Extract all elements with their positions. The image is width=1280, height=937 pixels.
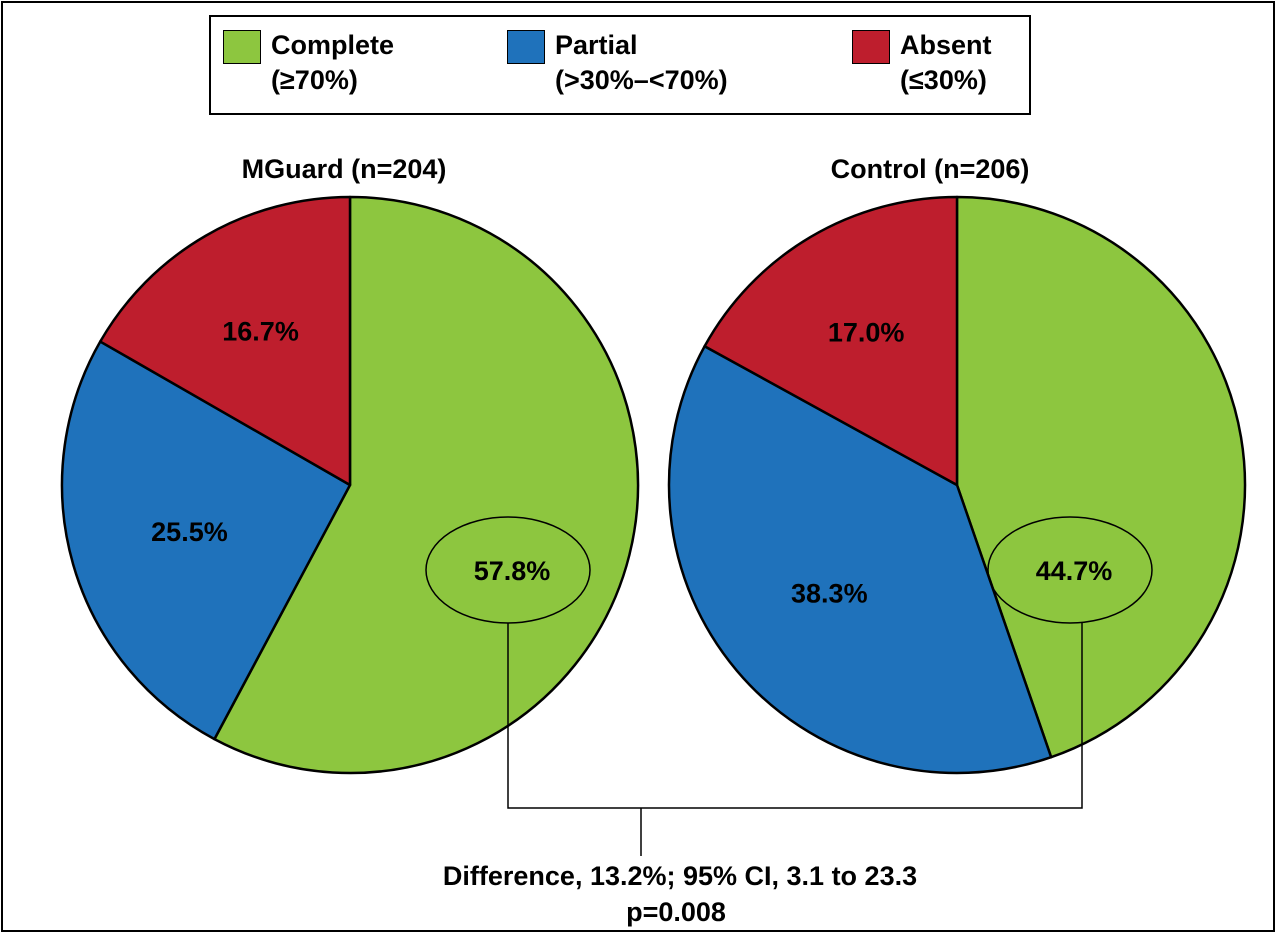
legend-complete-sublabel: (≥70%) <box>271 65 358 95</box>
legend-swatch-partial <box>507 30 545 64</box>
slice-label-mguard-complete: 57.8% <box>474 556 551 586</box>
pie-control: 44.7% 38.3% 17.0% <box>667 195 1247 775</box>
legend-swatch-absent <box>852 30 890 64</box>
slice-label-control-absent: 17.0% <box>828 317 905 347</box>
callout-bracket <box>507 623 1083 856</box>
pie-slice-mguard-complete <box>213 195 640 775</box>
pie-mguard: 57.8% 25.5% 16.7% <box>60 195 640 775</box>
slice-label-mguard-absent: 16.7% <box>222 316 299 346</box>
legend-label-absent: Absent (≤30%) <box>900 28 992 98</box>
slice-label-control-partial: 38.3% <box>791 579 868 609</box>
legend-label-partial: Partial (>30%–<70%) <box>555 28 728 98</box>
legend-swatch-complete <box>223 30 261 64</box>
legend-absent-sublabel: (≤30%) <box>900 65 987 95</box>
slice-label-mguard-partial: 25.5% <box>151 517 228 547</box>
legend-partial-sublabel: (>30%–<70%) <box>555 65 728 95</box>
slice-label-control-complete: 44.7% <box>1036 556 1113 586</box>
pie-slice-control-absent <box>703 195 959 487</box>
legend-label-complete: Complete (≥70%) <box>271 28 394 98</box>
legend: Complete (≥70%) Partial (>30%–<70%) Abse… <box>209 15 1031 115</box>
legend-complete-label: Complete <box>271 30 395 60</box>
difference-annotation: Difference, 13.2%; 95% CI, 3.1 to 23.3 <box>443 861 917 891</box>
pie-title-control: Control (n=206) <box>831 154 1030 184</box>
pie-slice-mguard-absent <box>99 195 352 487</box>
legend-absent-label: Absent <box>900 30 992 60</box>
legend-partial-label: Partial <box>555 30 638 60</box>
pie-slice-control-complete <box>955 195 1247 759</box>
difference-callout <box>507 623 1083 856</box>
pie-slice-control-partial <box>667 345 1053 775</box>
p-value-annotation: p=0.008 <box>626 897 726 927</box>
pie-title-mguard: MGuard (n=204) <box>242 154 447 184</box>
pie-slice-mguard-partial <box>60 340 352 741</box>
highlight-ellipse-control <box>987 516 1153 624</box>
